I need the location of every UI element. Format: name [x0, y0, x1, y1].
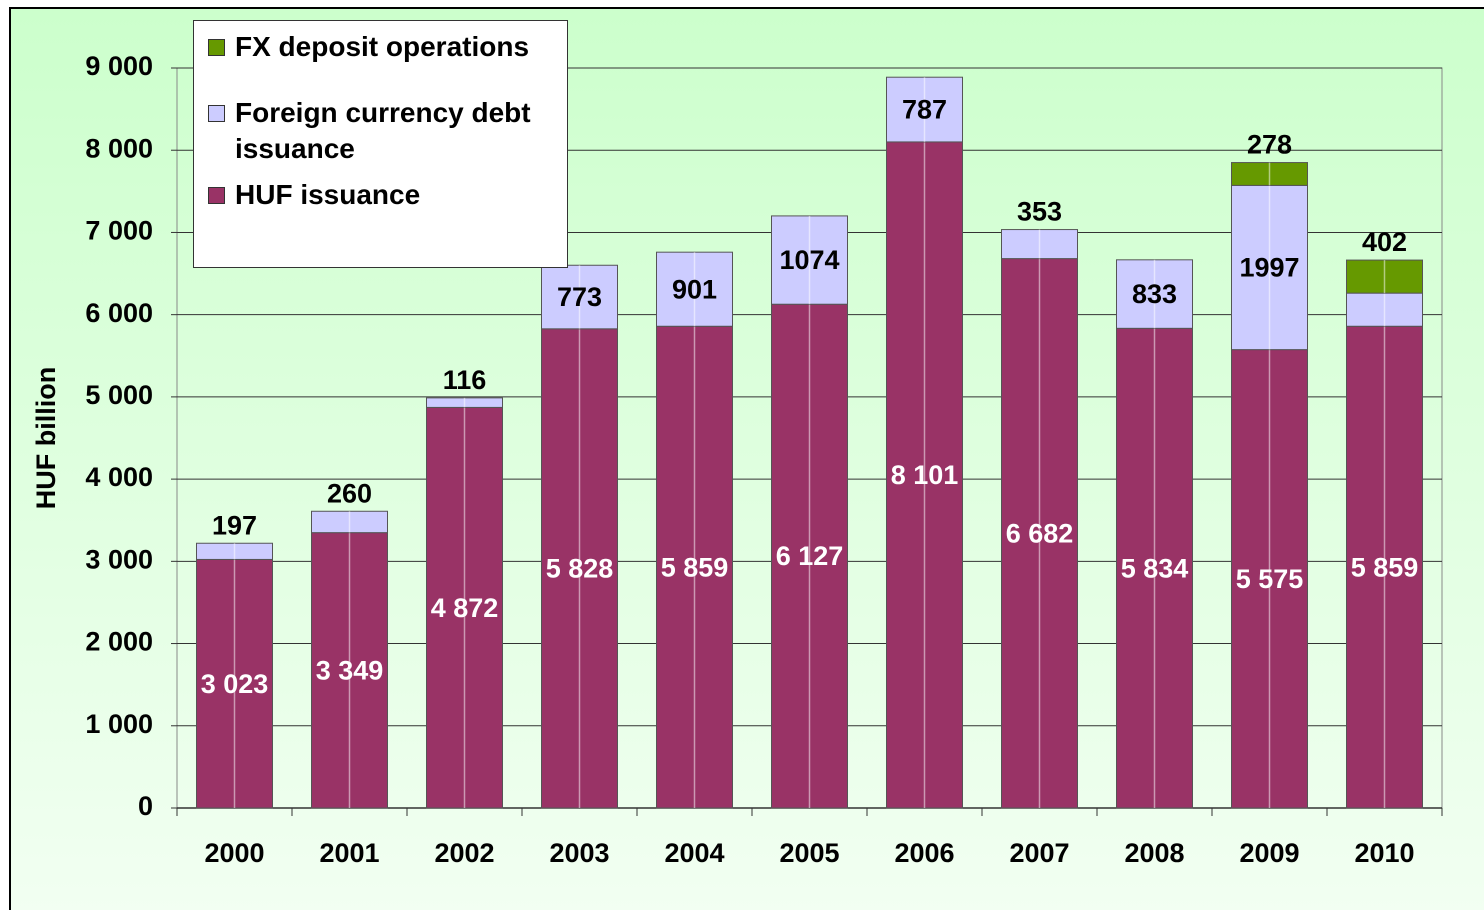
- y-tick-label: 0: [138, 791, 153, 821]
- data-label: 1997: [1239, 253, 1299, 283]
- x-tick-label: 2004: [664, 838, 724, 868]
- data-label: 5 575: [1236, 564, 1304, 594]
- y-tick-label: 6 000: [85, 298, 153, 328]
- y-tick-label: 5 000: [85, 380, 153, 410]
- x-tick-label: 2002: [434, 838, 494, 868]
- x-tick-label: 2010: [1354, 838, 1414, 868]
- data-label: 3 023: [201, 669, 269, 699]
- x-tick-label: 2009: [1239, 838, 1299, 868]
- data-label: 5 828: [546, 554, 614, 584]
- data-label: 402: [1362, 227, 1407, 257]
- x-tick-label: 2006: [894, 838, 954, 868]
- y-tick-label: 7 000: [85, 216, 153, 246]
- data-label: 197: [212, 510, 257, 540]
- data-label: 5 834: [1121, 553, 1189, 583]
- legend-swatch: [208, 187, 225, 204]
- y-tick-label: 4 000: [85, 462, 153, 492]
- y-tick-label: 1 000: [85, 709, 153, 739]
- legend-swatch: [208, 105, 225, 122]
- x-tick-label: 2001: [319, 838, 379, 868]
- data-label: 773: [557, 282, 602, 312]
- legend-swatch: [208, 39, 225, 56]
- data-label: 4 872: [431, 593, 499, 623]
- data-label: 353: [1017, 197, 1062, 227]
- legend-label: Foreign currency debt issuance: [235, 97, 531, 164]
- data-label: 3 349: [316, 655, 384, 685]
- legend-item: FX deposit operations: [204, 29, 557, 65]
- y-tick-label: 8 000: [85, 133, 153, 163]
- y-axis-label: HUF billion: [31, 367, 61, 509]
- x-tick-label: 2000: [204, 838, 264, 868]
- x-tick-label: 2005: [779, 838, 839, 868]
- data-label: 833: [1132, 279, 1177, 309]
- data-label: 901: [672, 274, 717, 304]
- y-tick-label: 2 000: [85, 627, 153, 657]
- legend-label: HUF issuance: [235, 179, 421, 210]
- x-tick-label: 2007: [1009, 838, 1069, 868]
- data-label: 260: [327, 478, 372, 508]
- legend-label: FX deposit operations: [235, 31, 530, 62]
- data-label: 8 101: [891, 460, 959, 490]
- data-label: 5 859: [661, 552, 729, 582]
- data-label: 6 127: [776, 541, 844, 571]
- data-label: 5 859: [1351, 552, 1419, 582]
- legend-item: HUF issuance: [204, 177, 557, 213]
- data-label: 278: [1247, 130, 1292, 160]
- y-tick-label: 9 000: [85, 51, 153, 81]
- legend-item: Foreign currency debt issuance: [204, 95, 557, 167]
- x-tick-label: 2003: [549, 838, 609, 868]
- data-label: 6 682: [1006, 518, 1074, 548]
- data-label: 787: [902, 95, 947, 125]
- y-tick-label: 3 000: [85, 544, 153, 574]
- data-label: 1074: [779, 245, 839, 275]
- legend: FX deposit operations Foreign currency de…: [193, 20, 568, 268]
- data-label: 116: [443, 365, 487, 395]
- x-tick-label: 2008: [1124, 838, 1184, 868]
